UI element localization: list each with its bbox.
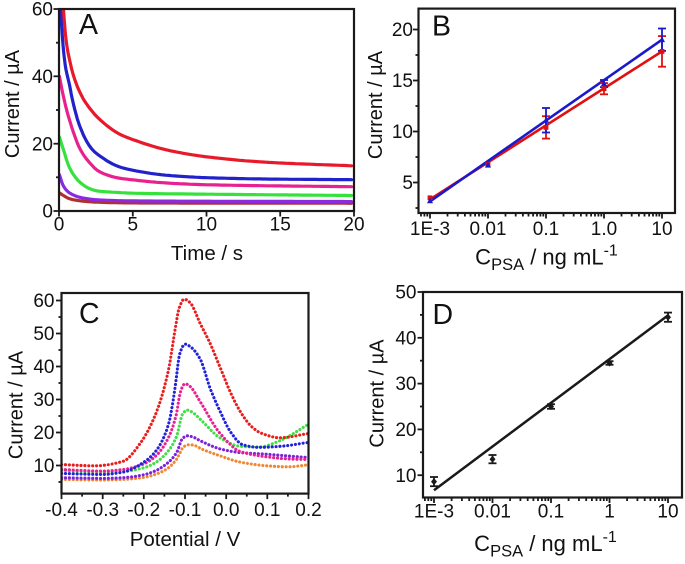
svg-text:A: A (79, 9, 98, 41)
svg-text:0.0: 0.0 (213, 500, 239, 521)
svg-text:50: 50 (33, 324, 54, 345)
svg-text:1: 1 (604, 502, 615, 523)
svg-text:10: 10 (657, 502, 678, 523)
svg-text:1E-3: 1E-3 (414, 502, 454, 523)
svg-text:C: C (79, 298, 100, 330)
svg-text:30: 30 (33, 390, 54, 411)
svg-text:0: 0 (42, 202, 53, 223)
svg-text:0.01: 0.01 (470, 219, 507, 240)
svg-text:10: 10 (392, 122, 413, 143)
svg-text:0.1: 0.1 (254, 500, 280, 521)
svg-text:0.2: 0.2 (295, 500, 321, 521)
svg-text:B: B (432, 11, 451, 43)
svg-text:20: 20 (33, 423, 54, 444)
svg-text:10: 10 (33, 456, 54, 477)
svg-text:-0.2: -0.2 (127, 500, 160, 521)
svg-text:60: 60 (32, 0, 53, 21)
svg-text:1.0: 1.0 (591, 219, 617, 240)
svg-text:0.1: 0.1 (538, 502, 564, 523)
svg-text:10: 10 (395, 466, 416, 487)
svg-text:-0.1: -0.1 (169, 500, 202, 521)
svg-text:10: 10 (196, 215, 217, 236)
svg-text:10: 10 (651, 219, 672, 240)
svg-text:20: 20 (32, 134, 53, 155)
svg-text:20: 20 (395, 420, 416, 441)
svg-text:D: D (433, 299, 454, 331)
svg-text:Potential / V: Potential / V (130, 528, 241, 551)
svg-text:20: 20 (343, 215, 364, 236)
svg-text:0: 0 (54, 215, 65, 236)
svg-text:15: 15 (392, 71, 413, 92)
svg-text:40: 40 (395, 328, 416, 349)
svg-text:1E-3: 1E-3 (410, 219, 450, 240)
svg-text:30: 30 (395, 374, 416, 395)
svg-text:Time / s: Time / s (171, 242, 243, 265)
svg-text:5: 5 (402, 173, 413, 194)
svg-text:Current / µA: Current / µA (6, 350, 28, 459)
svg-text:60: 60 (33, 291, 54, 312)
svg-text:-0.4: -0.4 (45, 500, 78, 521)
svg-text:0.01: 0.01 (474, 502, 511, 523)
svg-text:Current / µA: Current / µA (2, 49, 24, 158)
svg-text:Current / µA: Current / µA (367, 339, 389, 448)
svg-text:40: 40 (32, 67, 53, 88)
svg-text:0.1: 0.1 (533, 219, 559, 240)
svg-text:Current / µA: Current / µA (365, 50, 387, 159)
svg-text:40: 40 (33, 357, 54, 378)
svg-text:-0.3: -0.3 (86, 500, 119, 521)
svg-text:20: 20 (392, 20, 413, 41)
svg-text:15: 15 (270, 215, 291, 236)
svg-text:5: 5 (128, 215, 139, 236)
svg-text:50: 50 (395, 283, 416, 304)
